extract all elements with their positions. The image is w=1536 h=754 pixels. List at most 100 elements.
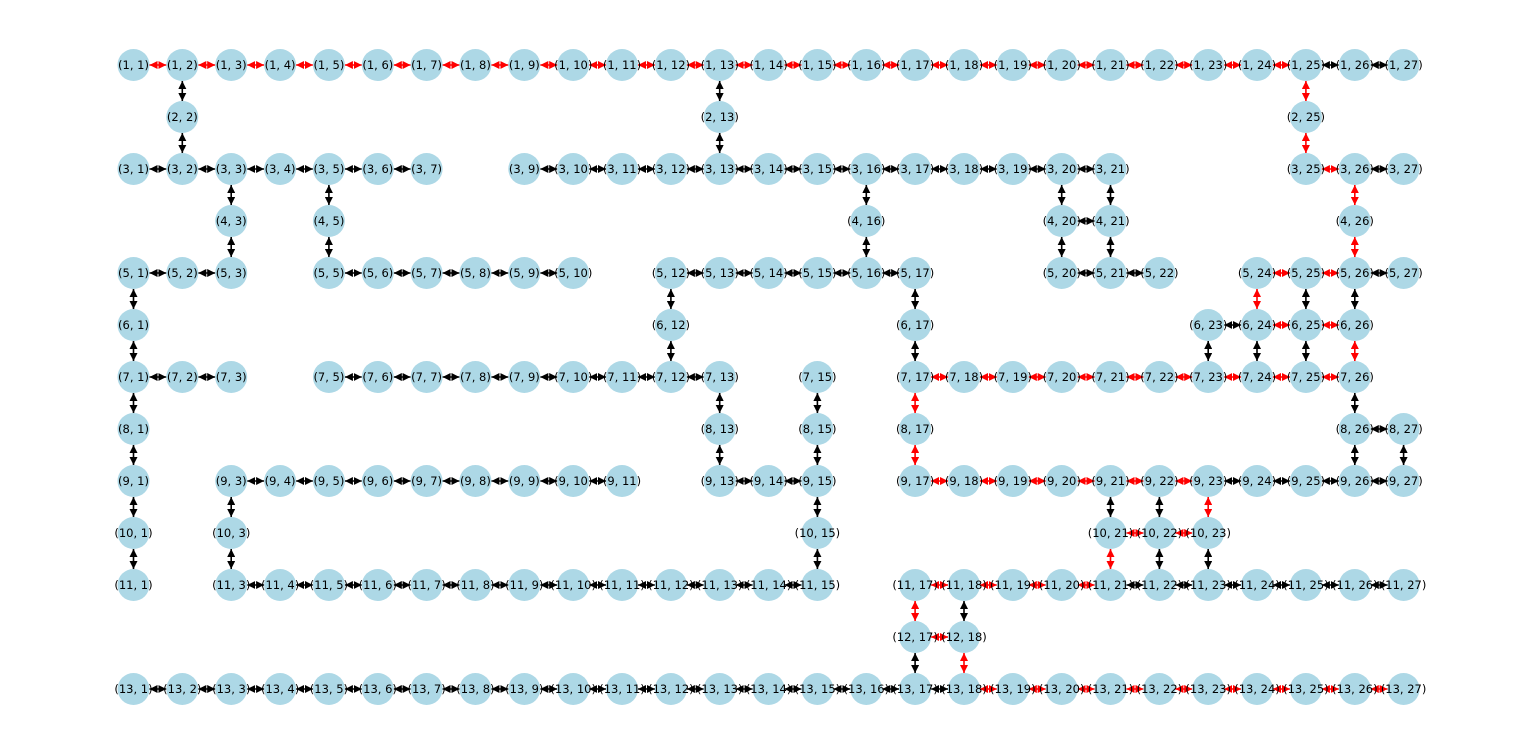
- node-label: (7, 11): [603, 370, 641, 384]
- node-label: (7, 24): [1238, 370, 1276, 384]
- node-circle: [850, 257, 883, 289]
- node-circle: [1338, 465, 1371, 497]
- node-circle: [361, 569, 394, 601]
- node-label: (6, 25): [1287, 318, 1325, 332]
- node-label: (5, 12): [652, 266, 690, 280]
- node-label: (11, 8): [456, 578, 494, 592]
- node-circle: [166, 361, 199, 393]
- node-circle: [117, 569, 150, 601]
- node-circle: [1192, 309, 1225, 341]
- node-circle: [264, 569, 297, 601]
- node-label: (6, 17): [896, 318, 934, 332]
- node-circle: [312, 465, 345, 497]
- node-3-10: (3, 10): [554, 153, 592, 185]
- node-label: (5, 13): [701, 266, 739, 280]
- node-circle: [1192, 673, 1225, 705]
- node-10-22: (10, 22): [1137, 517, 1182, 549]
- node-label: (11, 6): [359, 578, 397, 592]
- node-1-14: (1, 14): [749, 49, 788, 81]
- node-circle: [1241, 361, 1273, 393]
- node-circle: [1094, 257, 1127, 289]
- node-label: (9, 27): [1384, 474, 1422, 488]
- node-circle: [459, 465, 492, 497]
- node-circle: [215, 49, 248, 81]
- node-circle: [1289, 153, 1322, 185]
- node-label: (11, 25): [1283, 578, 1329, 592]
- node-circle: [312, 569, 345, 601]
- node-circle: [1289, 465, 1322, 497]
- node-9-19: (9, 19): [994, 465, 1032, 497]
- node-label: (6, 23): [1189, 318, 1227, 332]
- node-circle: [312, 153, 345, 185]
- node-circle: [606, 361, 638, 393]
- node-circle: [1094, 205, 1127, 237]
- node-label: (13, 23): [1185, 682, 1231, 696]
- node-7-2: (7, 2): [166, 361, 199, 393]
- node-5-25: (5, 25): [1287, 257, 1325, 289]
- node-label: (9, 19): [994, 474, 1032, 488]
- node-5-12: (5, 12): [652, 257, 690, 289]
- node-label: (3, 3): [216, 162, 247, 176]
- node-circle: [410, 361, 443, 393]
- node-circle: [508, 465, 541, 497]
- node-label: (1, 4): [265, 58, 296, 72]
- node-11-15: (11, 15): [795, 569, 840, 601]
- node-circle: [654, 257, 687, 289]
- node-circle: [312, 49, 345, 81]
- node-circle: [801, 673, 834, 705]
- node-circle: [215, 569, 248, 601]
- node-circle: [1338, 309, 1371, 341]
- node-5-15: (5, 15): [798, 257, 837, 289]
- node-label: (7, 26): [1336, 370, 1374, 384]
- node-circle: [1192, 361, 1225, 393]
- node-5-5: (5, 5): [312, 257, 345, 289]
- node-11-7: (11, 7): [407, 569, 446, 601]
- node-5-9: (5, 9): [508, 257, 541, 289]
- node-circle: [508, 673, 541, 705]
- node-circle: [1045, 361, 1078, 393]
- node-label: (7, 21): [1091, 370, 1129, 384]
- node-7-23: (7, 23): [1189, 361, 1227, 393]
- node-4-16: (4, 16): [847, 205, 885, 237]
- node-13-15: (13, 15): [795, 673, 840, 705]
- node-1-25: (1, 25): [1287, 49, 1325, 81]
- node-3-26: (3, 26): [1336, 153, 1374, 185]
- node-label: (1, 18): [945, 58, 983, 72]
- node-label: (5, 8): [460, 266, 491, 280]
- node-5-17: (5, 17): [896, 257, 934, 289]
- node-label: (9, 6): [362, 474, 393, 488]
- node-circle: [410, 257, 443, 289]
- node-label: (9, 18): [945, 474, 983, 488]
- node-label: (4, 5): [313, 214, 344, 228]
- node-label: (11, 10): [550, 578, 596, 592]
- node-label: (13, 9): [505, 682, 543, 696]
- node-circle: [899, 153, 932, 185]
- node-circle: [117, 49, 150, 81]
- node-circle: [703, 257, 736, 289]
- node-label: (3, 18): [945, 162, 983, 176]
- node-13-5: (13, 5): [310, 673, 348, 705]
- node-label: (9, 3): [216, 474, 247, 488]
- node-circle: [1338, 673, 1371, 705]
- node-5-7: (5, 7): [410, 257, 443, 289]
- node-label: (8, 1): [118, 422, 149, 436]
- node-label: (13, 5): [310, 682, 348, 696]
- node-circle: [1094, 465, 1127, 497]
- node-label: (8, 13): [701, 422, 739, 436]
- node-circle: [899, 361, 932, 393]
- node-label: (9, 14): [749, 474, 787, 488]
- node-10-21: (10, 21): [1088, 517, 1133, 549]
- node-7-9: (7, 9): [508, 361, 541, 393]
- node-circle: [1045, 465, 1078, 497]
- node-13-3: (13, 3): [212, 673, 250, 705]
- node-label: (3, 12): [652, 162, 690, 176]
- node-label: (3, 6): [362, 162, 393, 176]
- node-circle: [850, 205, 883, 237]
- node-12-18: (12, 18): [941, 621, 987, 653]
- node-circle: [459, 49, 492, 81]
- node-3-19: (3, 19): [994, 153, 1032, 185]
- node-label: (3, 14): [749, 162, 787, 176]
- node-4-5: (4, 5): [312, 205, 345, 237]
- node-circle: [410, 673, 443, 705]
- node-9-1: (9, 1): [117, 465, 150, 497]
